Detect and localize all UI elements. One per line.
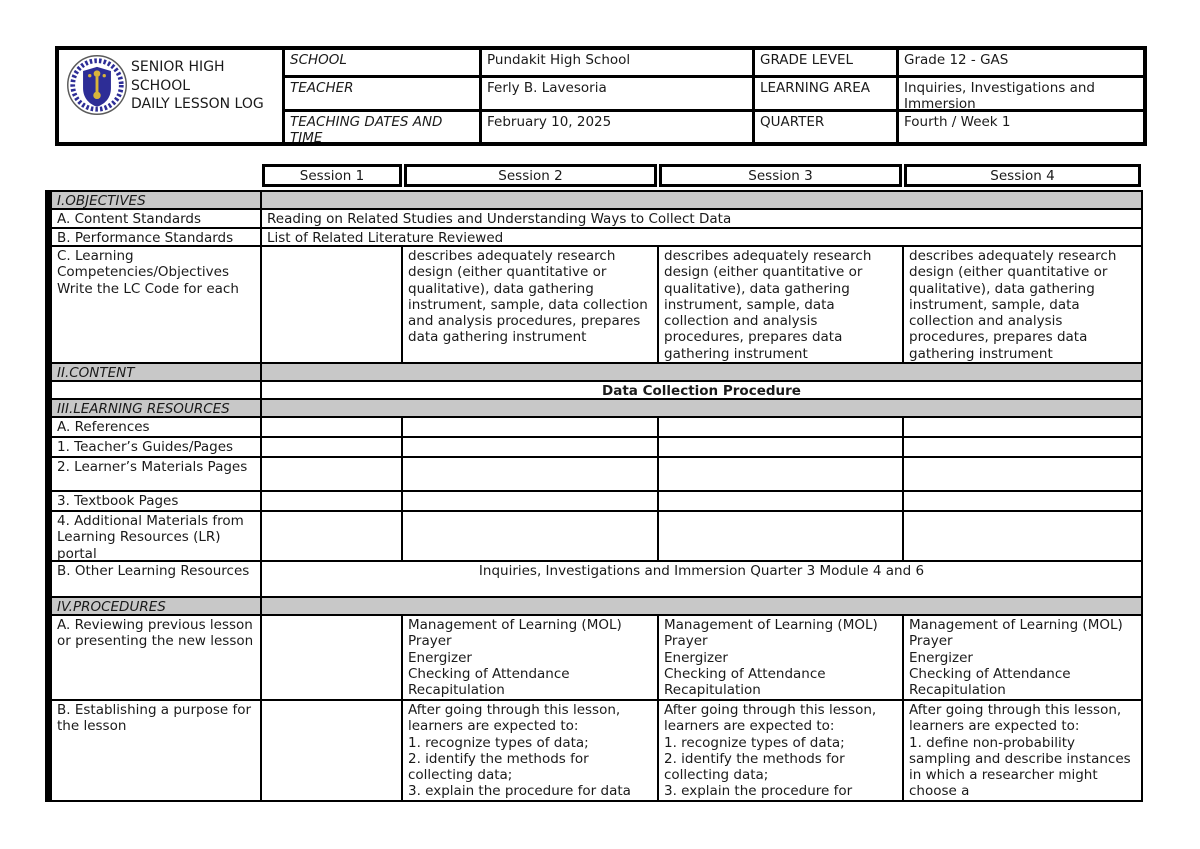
additional-materials-row: 4. Additional Materials from Learning Re… bbox=[52, 512, 1141, 562]
content-standards-label: A. Content Standards bbox=[52, 210, 262, 227]
teachers-guides-session-2-cell bbox=[403, 438, 659, 456]
additional-session-4-cell bbox=[904, 512, 1141, 560]
learners-materials-session-3-cell bbox=[659, 458, 904, 490]
quarter-value: Fourth / Week 1 bbox=[896, 109, 1143, 142]
references-row: A. References bbox=[52, 418, 1141, 438]
session-header-row: Session 1 Session 2 Session 3 Session 4 bbox=[262, 164, 1141, 187]
session-4-header: Session 4 bbox=[904, 164, 1141, 187]
teachers-guides-session-4-cell bbox=[904, 438, 1141, 456]
content-standards-value: Reading on Related Studies and Understan… bbox=[267, 211, 732, 227]
performance-standards-value: List of Related Literature Reviewed bbox=[267, 230, 504, 245]
other-resources-row: B. Other Learning Resources Inquiries, I… bbox=[52, 562, 1141, 598]
section-resources-label: III.LEARNING RESOURCES bbox=[52, 400, 262, 416]
textbook-pages-label: 3. Textbook Pages bbox=[52, 492, 262, 510]
learners-materials-row: 2. Learner’s Materials Pages bbox=[52, 458, 1141, 492]
section-content-label: II.CONTENT bbox=[52, 364, 262, 380]
establishing-purpose-row: B. Establishing a purpose for the lesson… bbox=[52, 701, 1141, 800]
teacher-value: Ferly B. Lavesoria bbox=[479, 75, 752, 109]
header-info-table: SENIOR HIGH SCHOOL DAILY LESSON LOG SCHO… bbox=[55, 46, 1147, 146]
textbook-session-1-cell bbox=[262, 492, 403, 510]
learners-materials-session-2-cell bbox=[403, 458, 659, 490]
grade-level-value: Grade 12 - GAS bbox=[896, 50, 1143, 75]
learners-materials-label: 2. Learner’s Materials Pages bbox=[52, 458, 262, 490]
competencies-session-2-cell: describes adequately research design (ei… bbox=[403, 247, 659, 362]
session-1-header: Session 1 bbox=[262, 164, 402, 187]
learning-competencies-label: C. Learning Competencies/Objectives Writ… bbox=[52, 247, 262, 362]
deped-seal-icon bbox=[66, 54, 128, 120]
reviewing-session-4-cell: Management of Learning (MOL) Prayer Ener… bbox=[909, 617, 1123, 699]
section-procedures-label: IV.PROCEDURES bbox=[52, 598, 262, 614]
references-session-2-cell bbox=[403, 418, 659, 436]
section-content-blank bbox=[262, 364, 1141, 380]
teaching-dates-value: February 10, 2025 bbox=[479, 109, 752, 142]
teachers-guides-session-3-cell bbox=[659, 438, 904, 456]
performance-standards-row: B. Performance Standards List of Related… bbox=[52, 229, 1141, 247]
section-procedures-blank bbox=[262, 598, 1141, 614]
learners-materials-session-4-cell bbox=[904, 458, 1141, 490]
content-topic-value: Data Collection Procedure bbox=[602, 383, 801, 398]
section-resources-row: III.LEARNING RESOURCES bbox=[52, 400, 1141, 418]
learning-area-label: LEARNING AREA bbox=[752, 75, 896, 109]
competencies-session-1-cell bbox=[262, 247, 403, 362]
school-value: Pundakit High School bbox=[479, 50, 752, 75]
school-label: SCHOOL bbox=[282, 50, 479, 75]
learners-materials-session-1-cell bbox=[262, 458, 403, 490]
additional-materials-label: 4. Additional Materials from Learning Re… bbox=[52, 512, 262, 560]
teachers-guides-row: 1. Teacher’s Guides/Pages bbox=[52, 438, 1141, 458]
establishing-purpose-label: B. Establishing a purpose for the lesson bbox=[52, 701, 262, 800]
reviewing-session-3-cell: Management of Learning (MOL) Prayer Ener… bbox=[659, 616, 904, 699]
learning-competencies-row: C. Learning Competencies/Objectives Writ… bbox=[52, 247, 1141, 364]
textbook-pages-row: 3. Textbook Pages bbox=[52, 492, 1141, 512]
references-session-1-cell bbox=[262, 418, 403, 436]
logo-title-cell: SENIOR HIGH SCHOOL DAILY LESSON LOG bbox=[59, 50, 282, 142]
document-title: SENIOR HIGH SCHOOL DAILY LESSON LOG bbox=[131, 59, 264, 112]
additional-session-2-cell bbox=[403, 512, 659, 560]
content-topic-blank-label bbox=[52, 382, 262, 398]
competencies-session-4-cell: describes adequately research design (ei… bbox=[909, 248, 1117, 362]
teachers-guides-label: 1. Teacher’s Guides/Pages bbox=[52, 438, 262, 456]
competencies-session-3-cell: describes adequately research design (ei… bbox=[659, 247, 904, 362]
textbook-session-3-cell bbox=[659, 492, 904, 510]
learning-area-value: Inquiries, Investigations and Immersion bbox=[896, 75, 1143, 109]
references-session-3-cell bbox=[659, 418, 904, 436]
quarter-label: QUARTER bbox=[752, 109, 896, 142]
section-content-row: II.CONTENT bbox=[52, 364, 1141, 382]
teachers-guides-session-1-cell bbox=[262, 438, 403, 456]
establishing-session-4-cell: After going through this lesson, learner… bbox=[909, 702, 1131, 800]
reviewing-lesson-row: A. Reviewing previous lesson or presenti… bbox=[52, 616, 1141, 701]
establishing-session-2-cell: After going through this lesson, learner… bbox=[403, 701, 659, 800]
section-objectives-row: I.OBJECTIVES bbox=[52, 192, 1141, 210]
reviewing-session-1-cell bbox=[262, 616, 403, 699]
grade-level-label: GRADE LEVEL bbox=[752, 50, 896, 75]
references-session-4-cell bbox=[904, 418, 1141, 436]
performance-standards-label: B. Performance Standards bbox=[52, 229, 262, 245]
additional-session-3-cell bbox=[659, 512, 904, 560]
other-resources-label: B. Other Learning Resources bbox=[52, 562, 262, 596]
content-standards-row: A. Content Standards Reading on Related … bbox=[52, 210, 1141, 229]
additional-session-1-cell bbox=[262, 512, 403, 560]
content-topic-row: Data Collection Procedure bbox=[52, 382, 1141, 400]
teaching-dates-label: TEACHING DATES AND TIME bbox=[282, 109, 479, 142]
session-2-header: Session 2 bbox=[404, 164, 657, 187]
section-objectives-blank bbox=[262, 192, 1141, 208]
reviewing-session-2-cell: Management of Learning (MOL) Prayer Ener… bbox=[403, 616, 659, 699]
textbook-session-4-cell bbox=[904, 492, 1141, 510]
textbook-session-2-cell bbox=[403, 492, 659, 510]
other-resources-value: Inquiries, Investigations and Immersion … bbox=[478, 563, 925, 579]
session-3-header: Session 3 bbox=[659, 164, 902, 187]
reviewing-lesson-label: A. Reviewing previous lesson or presenti… bbox=[52, 616, 262, 699]
establishing-session-1-cell bbox=[262, 701, 403, 800]
references-label: A. References bbox=[52, 418, 262, 436]
section-procedures-row: IV.PROCEDURES bbox=[52, 598, 1141, 616]
section-resources-blank bbox=[262, 400, 1141, 416]
section-objectives-label: I.OBJECTIVES bbox=[52, 192, 262, 208]
teacher-label: TEACHER bbox=[282, 75, 479, 109]
establishing-session-3-cell: After going through this lesson, learner… bbox=[659, 701, 904, 800]
lesson-log-table: I.OBJECTIVES A. Content Standards Readin… bbox=[45, 190, 1143, 802]
